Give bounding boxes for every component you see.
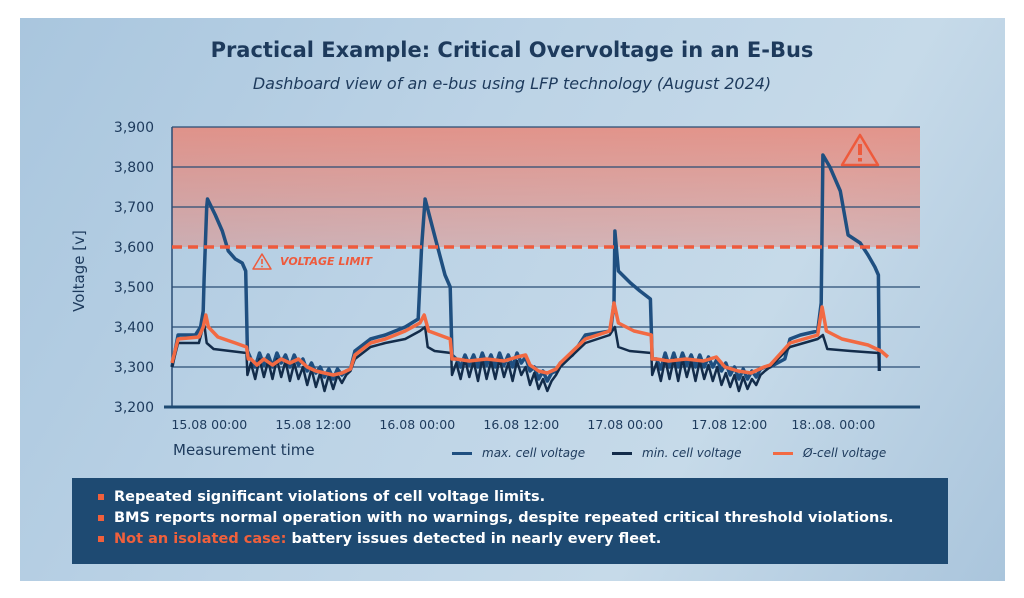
y-tick-label: 3,500	[114, 280, 154, 296]
y-tick-label: 3,300	[114, 360, 154, 376]
x-tick-label: 17.08 00:00	[587, 417, 663, 432]
warning-triangle-icon	[840, 133, 880, 167]
legend-swatch	[612, 451, 632, 455]
legend-item-avg: Ø-cell voltage	[773, 446, 886, 460]
legend-label: max. cell voltage	[482, 446, 586, 460]
x-tick-label: 16.08 12:00	[483, 417, 559, 432]
y-tick-label: 3,800	[114, 160, 154, 176]
series-line-min	[170, 321, 881, 393]
legend-label: Ø-cell voltage	[803, 446, 887, 460]
x-tick-label: 15.08 12:00	[275, 417, 351, 432]
voltage-limit-label: VOLTAGE LIMIT	[280, 255, 373, 268]
finding-item: Repeated significant violations of cell …	[98, 486, 948, 507]
series-line-avg	[170, 301, 890, 377]
finding-item: Not an isolated case: battery issues det…	[98, 528, 948, 549]
x-tick-label: 15.08 00:00	[171, 417, 247, 432]
bullet-icon	[98, 514, 104, 521]
x-tick-label: 16.08 00:00	[379, 417, 455, 432]
finding-text: BMS reports normal operation with no war…	[114, 509, 894, 526]
x-axis-label: Measurement time	[173, 441, 315, 459]
y-tick-label: 3,200	[114, 400, 154, 416]
bullet-icon	[98, 493, 104, 500]
bullet-icon	[98, 535, 104, 542]
critical-zone	[172, 127, 920, 247]
chart-title: Practical Example: Critical Overvoltage …	[210, 38, 814, 62]
y-tick-label: 3,400	[114, 320, 154, 336]
y-tick-label: 3,600	[114, 240, 154, 256]
series-line-max	[170, 153, 882, 383]
finding-text: battery issues detected in nearly every …	[286, 530, 662, 547]
legend-item-max: max. cell voltage	[452, 446, 585, 460]
finding-highlight: Not an isolated case:	[114, 530, 287, 547]
warning-triangle-icon	[252, 253, 272, 270]
legend-label: min. cell voltage	[642, 446, 742, 460]
legend-swatch	[452, 451, 472, 455]
findings-box: Repeated significant violations of cell …	[72, 478, 948, 564]
chart-subtitle: Dashboard view of an e-bus using LFP tec…	[252, 74, 772, 93]
y-tick-label: 3,900	[114, 120, 154, 136]
y-tick-label: 3,700	[114, 200, 154, 216]
legend-item-min: min. cell voltage	[612, 446, 742, 460]
finding-text: Repeated significant violations of cell …	[114, 488, 546, 505]
x-tick-label: 17.08 12:00	[691, 417, 767, 432]
legend-swatch	[773, 451, 793, 455]
finding-item: BMS reports normal operation with no war…	[98, 507, 948, 528]
x-tick-label: 18:.08. 00:00	[791, 417, 875, 432]
